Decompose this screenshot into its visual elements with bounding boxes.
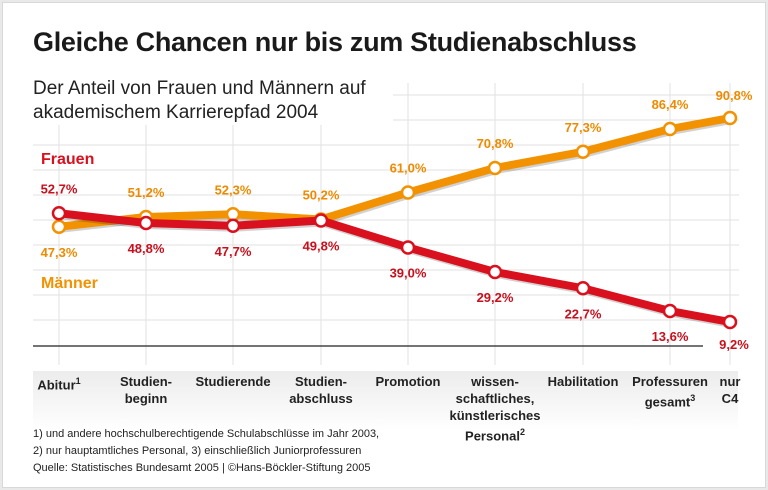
data-point (575, 144, 591, 159)
source-note: Quelle: Statistisches Bundesamt 2005 | ©… (33, 462, 371, 474)
data-point (51, 206, 67, 221)
data-point (400, 185, 416, 200)
data-label: 39,0% (390, 266, 427, 281)
data-label: 13,6% (652, 329, 689, 344)
data-point (575, 281, 591, 296)
data-label: 77,3% (565, 120, 602, 135)
data-point (138, 215, 154, 231)
x-tick-label: Professuren gesamt3 (632, 374, 708, 410)
x-tick-label: wissen-schaftliches, künstlerisches Person… (449, 374, 541, 444)
data-label: 29,2% (477, 290, 514, 305)
data-point (51, 219, 67, 234)
footnote: 2) nur hauptamtliches Personal, 3) einsc… (33, 445, 362, 457)
data-point (313, 213, 329, 228)
footnote: 1) und andere hochschulberechtigende Sch… (33, 428, 380, 440)
data-label: 52,3% (215, 182, 252, 197)
data-point (662, 121, 678, 137)
data-point (662, 303, 678, 319)
x-tick-label: Abitur1 (37, 376, 81, 393)
data-point (487, 160, 503, 176)
x-tick-label: Studien-beginn (120, 374, 172, 406)
data-label: 51,2% (128, 185, 165, 200)
data-point (225, 207, 241, 222)
data-label: 61,0% (390, 161, 427, 176)
data-label: 47,7% (215, 244, 252, 259)
x-tick-label: nur C4 (719, 374, 741, 406)
data-label: 47,3% (41, 245, 78, 260)
data-point (487, 264, 503, 280)
legend-frauen: Frauen (41, 151, 95, 168)
footnotes: 1) und andere hochschulberechtigende Sch… (33, 426, 379, 477)
data-label: 86,4% (652, 97, 689, 112)
data-label: 22,7% (565, 306, 602, 321)
data-point (225, 218, 241, 233)
data-label: 52,7% (41, 181, 78, 196)
legend-maenner: Männer (41, 275, 98, 292)
data-label: 90,8% (716, 88, 753, 103)
data-label: 70,8% (477, 136, 514, 151)
x-tick-label: Habilitation (547, 374, 619, 389)
data-label: 9,2% (719, 337, 749, 352)
line-chart: 52,7% 48,8% 47,7% 49,8% 39,0% 29,2% 22,7% 13,6%… (33, 83, 753, 365)
data-label: 48,8% (128, 241, 165, 256)
x-tick-label: Studien-abschluss (289, 374, 353, 406)
data-point (722, 110, 738, 126)
chart-subtitle: Der Anteil von Frauen und Männern auf ak… (33, 77, 393, 125)
x-tick-label: Promotion (375, 374, 441, 389)
data-point (722, 314, 738, 330)
data-label: 50,2% (303, 188, 340, 203)
data-point (400, 240, 416, 255)
data-label: 49,8% (303, 239, 340, 254)
x-tick-label: Studierende (195, 374, 271, 389)
category-band (33, 371, 738, 431)
chart-title: Gleiche Chancen nur bis zum Studienabsch… (33, 27, 637, 57)
